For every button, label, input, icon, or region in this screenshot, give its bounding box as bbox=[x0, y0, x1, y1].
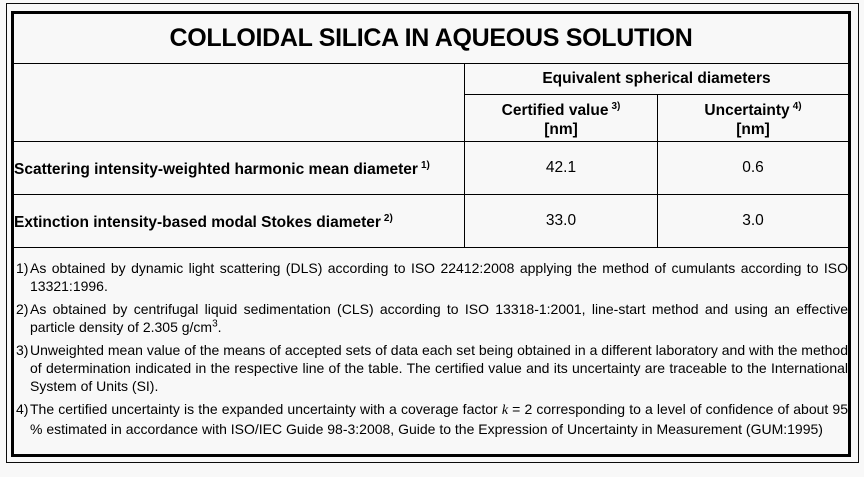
column-header-unit: [nm] bbox=[736, 121, 770, 139]
footnote-text-segment: As obtained by centrifugal liquid sedime… bbox=[30, 301, 848, 335]
table-row: Scattering intensity-weighted harmonic m… bbox=[12, 141, 850, 195]
footnote-number: 2) bbox=[16, 301, 29, 317]
parameter-name: Extinction intensity-based modal Stokes … bbox=[14, 214, 381, 232]
footnote-number: 3) bbox=[16, 342, 29, 358]
title-row: COLLOIDAL SILICA IN AQUEOUS SOLUTION bbox=[12, 12, 850, 64]
footnotes-section: 1) As obtained by dynamic light scatteri… bbox=[12, 247, 850, 456]
parameter-name-cell: Extinction intensity-based modal Stokes … bbox=[12, 194, 465, 248]
footnote-text: As obtained by dynamic light scattering … bbox=[30, 260, 848, 294]
footnote-ref-2: 2) bbox=[383, 212, 393, 224]
certified-value-cell: 42.1 bbox=[464, 141, 658, 195]
footnote-ref-3: 3) bbox=[611, 100, 621, 112]
title-cell: COLLOIDAL SILICA IN AQUEOUS SOLUTION bbox=[12, 12, 850, 64]
uncertainty-value-cell: 0.6 bbox=[657, 141, 850, 195]
footnote-item-1: 1) As obtained by dynamic light scatteri… bbox=[14, 259, 848, 295]
column-header-unit: [nm] bbox=[544, 121, 578, 139]
parameter-name-cell: Scattering intensity-weighted harmonic m… bbox=[12, 141, 465, 195]
superscript-3: 3 bbox=[212, 318, 218, 330]
column-header-uncertainty: Uncertainty 4) [nm] bbox=[657, 94, 850, 142]
page-title: COLLOIDAL SILICA IN AQUEOUS SOLUTION bbox=[169, 24, 693, 52]
page-border-frame: COLLOIDAL SILICA IN AQUEOUS SOLUTION Equ… bbox=[6, 3, 859, 463]
footnote-text: As obtained by centrifugal liquid sedime… bbox=[30, 300, 848, 336]
footnotes-row: 1) As obtained by dynamic light scatteri… bbox=[12, 247, 850, 456]
footnote-text-segment: The certified uncertainty is the expande… bbox=[30, 401, 502, 417]
column-header-certified-value: Certified value 3) [nm] bbox=[464, 94, 658, 142]
footnote-number: 1) bbox=[16, 260, 29, 276]
group-header: Equivalent spherical diameters bbox=[464, 63, 850, 95]
footnote-ref-1: 1) bbox=[420, 159, 430, 171]
coverage-factor-k: k bbox=[501, 403, 509, 418]
certified-value-cell: 33.0 bbox=[464, 194, 658, 248]
footnote-number: 4) bbox=[16, 401, 29, 417]
footnote-ref-4: 4) bbox=[792, 100, 802, 112]
empty-header-cell bbox=[12, 63, 465, 142]
certified-values-table: COLLOIDAL SILICA IN AQUEOUS SOLUTION Equ… bbox=[11, 11, 851, 457]
footnote-text-segment: = 2 corresponding to a level of confiden… bbox=[30, 401, 849, 437]
footnote-item-2: 2) As obtained by centrifugal liquid sed… bbox=[14, 300, 848, 336]
column-header-label: Certified value bbox=[501, 102, 609, 120]
footnote-item-3: 3) Unweighted mean value of the means of… bbox=[14, 341, 848, 395]
table-row: Extinction intensity-based modal Stokes … bbox=[12, 194, 850, 248]
footnote-text: The certified uncertainty is the expande… bbox=[30, 400, 848, 438]
footnote-item-4: 4) The certified uncertainty is the expa… bbox=[14, 400, 848, 438]
group-header-row: Equivalent spherical diameters bbox=[12, 63, 850, 142]
column-header-label: Uncertainty bbox=[704, 102, 790, 120]
footnote-text-segment: . bbox=[217, 319, 222, 335]
parameter-name: Scattering intensity-weighted harmonic m… bbox=[14, 161, 418, 179]
footnote-text: Unweighted mean value of the means of ac… bbox=[30, 342, 848, 394]
uncertainty-value-cell: 3.0 bbox=[657, 194, 850, 248]
column-header-row: Certified value 3) [nm] Uncertainty 4) [nm… bbox=[13, 94, 850, 142]
